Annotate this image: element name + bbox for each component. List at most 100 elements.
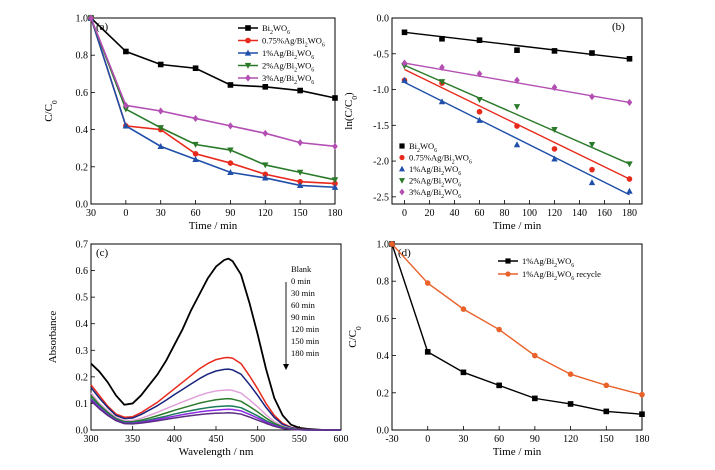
data-point-2-5 <box>262 174 269 181</box>
x-tick-label: 60 <box>494 434 504 445</box>
data-point-4-0 <box>88 14 94 22</box>
x-tick-label: 180 <box>328 208 343 219</box>
data-point-0-6 <box>297 87 303 94</box>
data-point-2-6 <box>626 187 633 194</box>
data-point-0-3 <box>192 65 199 72</box>
y-axis-label: C/C0 <box>43 100 59 122</box>
y-tick-label: -2.0 <box>373 157 389 168</box>
data-point-2-5 <box>588 179 596 186</box>
x-tick-label: 150 <box>599 434 614 445</box>
x-tick-label: 140 <box>572 208 587 219</box>
panel-label: (d) <box>398 247 411 259</box>
x-axis-label: Wavelength / nm <box>179 446 254 458</box>
data-point-2-4 <box>551 155 558 162</box>
y-axis-label-main: Absorbance <box>47 311 59 364</box>
y-tick-label: -0.5 <box>373 49 389 60</box>
data-point-4-3 <box>192 114 199 123</box>
data-point-4-5 <box>589 93 595 101</box>
legend-label-6: 150 min <box>291 336 320 346</box>
y-tick-label: 0.4 <box>377 351 390 362</box>
legend-label-3: 2%Ag/Bi2WO6 <box>262 61 314 74</box>
legend-marker-1 <box>399 154 405 161</box>
x-tick-label: 550 <box>292 434 307 445</box>
x-tick-label: 600 <box>334 434 349 445</box>
x-tick-label: 40 <box>450 208 460 219</box>
y-tick-label: -1.0 <box>373 85 389 96</box>
y-axis-label-sub: 0 <box>350 96 359 100</box>
y-tick-label: 1.0 <box>76 14 89 25</box>
x-tick-label: 60 <box>475 208 485 219</box>
x-tick-label: 90 <box>225 208 235 219</box>
x-tick-label: 20 <box>425 208 435 219</box>
plot-frame <box>90 17 336 205</box>
y-tick-label: 1.0 <box>377 240 390 251</box>
y-axis-label-main: ln(C/C <box>343 100 355 130</box>
data-point-1-2 <box>460 306 467 312</box>
legend-marker-2 <box>399 165 405 172</box>
legend-marker-1 <box>505 271 511 277</box>
x-tick-label: 120 <box>258 208 273 219</box>
y-tick-label: -2.5 <box>373 192 389 203</box>
legend-label-7: 180 min <box>291 348 320 358</box>
data-point-1-6 <box>297 178 303 185</box>
legend-label-1: 1%Ag/Bi2WO6 recycle <box>522 269 601 282</box>
data-point-0-1 <box>123 48 129 55</box>
panel-label: (b) <box>612 21 625 33</box>
data-point-2-2 <box>157 142 164 149</box>
plot-frame <box>391 17 643 205</box>
x-axis-label: Time / min <box>493 220 542 232</box>
data-point-3-4 <box>227 147 234 154</box>
data-point-1-5 <box>262 171 269 178</box>
y-tick-label: 0.2 <box>76 162 89 173</box>
spectrum-5 <box>90 397 341 431</box>
fit-line-0 <box>404 31 630 60</box>
legend-label-1: 0.75%Ag/Bi2WO6 <box>262 36 325 49</box>
data-point-0-4 <box>532 395 538 402</box>
data-point-0-5 <box>589 50 595 56</box>
data-point-3-6 <box>626 161 633 168</box>
data-point-4-4 <box>551 83 558 91</box>
data-point-1-6 <box>603 382 610 389</box>
legend-label-3: 60 min <box>291 300 316 310</box>
series-line-4 <box>90 17 336 148</box>
y-tick-label: 0.2 <box>377 388 390 399</box>
legend-marker-1 <box>245 37 251 44</box>
data-point-3-6 <box>296 169 304 176</box>
y-axis-label: ln(C/C0) <box>343 92 359 130</box>
data-point-2-3 <box>192 155 199 162</box>
data-point-0-3 <box>496 382 502 389</box>
data-point-0-7 <box>639 411 645 417</box>
data-point-4-3 <box>514 76 520 84</box>
y-tick-label: 0.8 <box>377 277 390 288</box>
y-tick-label: 0.8 <box>76 51 89 62</box>
data-point-4-1 <box>123 101 129 110</box>
y-tick-label: 0.0 <box>76 200 89 211</box>
data-point-1-4 <box>227 160 234 166</box>
spectrum-0 <box>90 257 341 431</box>
data-point-1-4 <box>532 352 538 359</box>
data-point-4-6 <box>626 98 633 107</box>
y-tick-label: 0.6 <box>76 88 89 99</box>
x-tick-label: 400 <box>167 434 182 445</box>
spectrum-7 <box>90 400 341 431</box>
data-point-3-5 <box>262 162 269 169</box>
y-tick-label: 0.0 <box>377 14 390 25</box>
x-tick-label: 0 <box>123 208 128 219</box>
y-tick-label: 0.0 <box>76 426 89 437</box>
data-point-4-5 <box>262 129 269 137</box>
data-point-2-2 <box>476 116 483 123</box>
data-point-4-2 <box>157 107 164 115</box>
data-point-3-2 <box>157 125 164 132</box>
legend-label-2: 30 min <box>291 288 316 298</box>
x-tick-label: 30 <box>86 208 96 219</box>
y-tick-label: 0.3 <box>76 346 89 357</box>
data-point-2-4 <box>227 168 234 175</box>
data-point-1-5 <box>589 166 595 173</box>
y-tick-label: 0.6 <box>76 266 89 277</box>
legend-marker-4 <box>245 74 251 82</box>
series-line-3 <box>90 17 336 181</box>
legend-label-4: 3%Ag/Bi2WO6 <box>409 187 461 200</box>
data-point-0-1 <box>424 349 431 355</box>
panel-c-absorbance-spectra: 300 350 400 450 500 550 600 0.0 0.1 0.2 0.3 0.4 0.5 0… <box>47 240 349 459</box>
